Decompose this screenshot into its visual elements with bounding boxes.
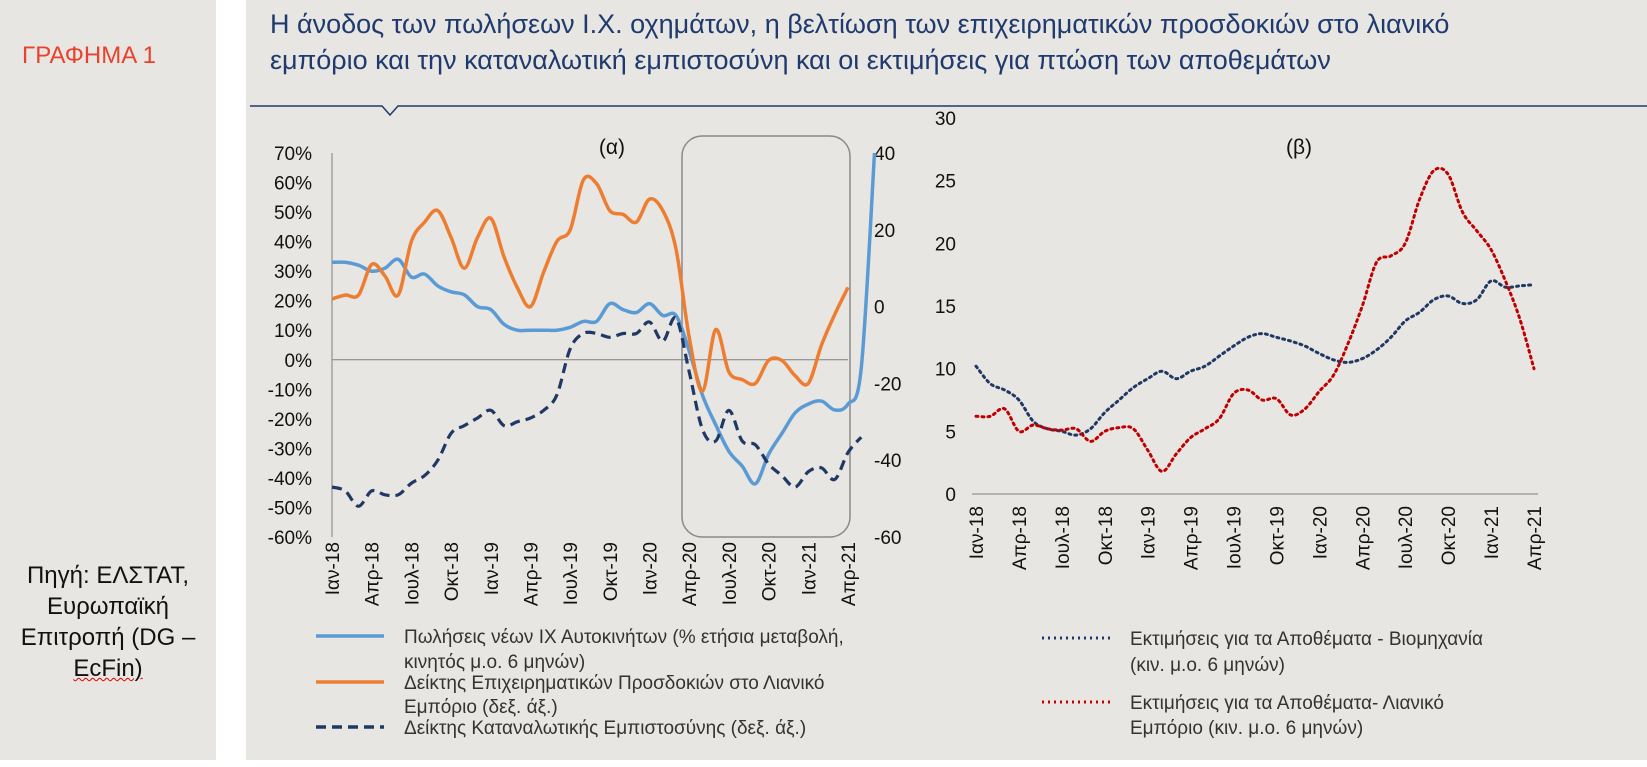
- y-right-tick-label: -40: [874, 451, 901, 472]
- x-tick-label: Οκτ-19: [601, 542, 622, 601]
- source-line: Ευρωπαϊκή: [47, 593, 169, 620]
- legend-text: Εκτιμήσεις για τα Αποθέματα- Λιανικό: [1130, 693, 1444, 714]
- y-right-tick-label: 20: [874, 221, 895, 242]
- highlight-box: [681, 135, 851, 538]
- title-line: Η άνοδος των πωλήσεων Ι.Χ. οχημάτων, η β…: [270, 9, 1450, 39]
- x-tick-label: Απρ-21: [839, 542, 860, 606]
- y-right-tick-label: 40: [874, 144, 895, 165]
- sidebar: ΓΡΑΦΗΜΑ 1 Πηγή: ΕΛΣΤΑΤ, Ευρωπαϊκή Επιτρο…: [0, 0, 216, 760]
- series-line-2: [331, 174, 850, 393]
- y-left-tick-label: 30%: [274, 262, 312, 283]
- x-tick-label: Ιαν-21: [799, 542, 820, 595]
- y-tick-label: 0: [945, 485, 956, 506]
- chart-a: (α) 70% 60% 50% 40% 30% 20% 10% 0% -10% -20% -30% -…: [268, 135, 901, 606]
- main-panel: Η άνοδος των πωλήσεων Ι.Χ. οχημάτων, η β…: [246, 0, 1647, 760]
- series-line-1: [331, 152, 877, 486]
- x-tick-label: Οκτ-18: [1096, 506, 1117, 565]
- x-tick-label: Οκτ-20: [1439, 506, 1460, 565]
- x-tick-label: Απρ-20: [1353, 506, 1374, 570]
- x-tick-label: Ιουλ-18: [1053, 506, 1074, 569]
- source-line: EcFin): [73, 655, 143, 682]
- x-tick-label: Ιαν-19: [482, 542, 503, 595]
- title-divider: [250, 105, 1647, 117]
- legend-text: Δείκτης Επιχειρηματικών Προσδοκιών στο Λ…: [404, 673, 825, 694]
- source-note: Πηγή: ΕΛΣΤΑΤ, Ευρωπαϊκή Επιτροπή (DG – E…: [0, 560, 216, 684]
- y-left-tick-label: -40%: [268, 469, 312, 490]
- panel-b-title: (β): [1286, 136, 1312, 159]
- x-tick-label: Οκτ-20: [760, 542, 781, 601]
- y-left-tick-label: -30%: [268, 439, 312, 460]
- x-tick-label: Ιαν-21: [1482, 506, 1503, 559]
- y-left-tick-label: 60%: [274, 174, 312, 195]
- x-tick-label: Απρ-21: [1525, 506, 1546, 570]
- page-title: Η άνοδος των πωλήσεων Ι.Χ. οχημάτων, η β…: [270, 6, 1630, 78]
- x-tick-label: Ιουλ-18: [402, 542, 423, 605]
- x-tick-label: Ιουλ-20: [720, 542, 741, 605]
- legend-text: κινητός μ.ο. 6 μηνών): [404, 652, 585, 673]
- panel-a-title: (α): [599, 136, 625, 159]
- x-tick-label: Ιουλ-19: [1225, 506, 1246, 569]
- legend-text: Εμπόριο (δεξ. άξ.): [404, 697, 558, 718]
- x-tick-label: Ιαν-19: [1139, 506, 1160, 559]
- y-tick-label: 25: [935, 172, 956, 193]
- series-line-1: [974, 279, 1536, 437]
- legend-text: Πωλήσεις νέων ΙΧ Αυτοκινήτων (% ετήσια μ…: [404, 627, 844, 648]
- y-tick-label: 15: [935, 297, 956, 318]
- x-tick-label: Απρ-20: [680, 542, 701, 606]
- y-tick-label: 30: [935, 109, 956, 130]
- y-tick-label: 5: [945, 422, 956, 443]
- y-left-tick-label: -20%: [268, 410, 312, 431]
- y-left-tick-label: 50%: [274, 203, 312, 224]
- charts-canvas: (α) 70% 60% 50% 40% 30% 20% 10% 0% -10% -20% -30% -…: [250, 105, 1647, 739]
- series-line-2: [974, 166, 1536, 473]
- y-left-tick-label: -60%: [268, 528, 312, 549]
- x-tick-label: Οκτ-19: [1268, 506, 1289, 565]
- legend-text: Εκτιμήσεις για τα Αποθέματα - Βιομηχανία: [1130, 629, 1483, 650]
- y-left-tick-label: -50%: [268, 499, 312, 520]
- y-left-tick-label: 0%: [285, 351, 313, 372]
- x-tick-label: Απρ-18: [363, 542, 384, 606]
- x-tick-label: Απρ-19: [1182, 506, 1203, 570]
- y-tick-label: 20: [935, 234, 956, 255]
- chart-number-label: ΓΡΑΦΗΜΑ 1: [22, 42, 156, 69]
- x-tick-label: Ιουλ-20: [1396, 506, 1417, 569]
- source-line: Πηγή: ΕΛΣΤΑΤ,: [26, 562, 190, 589]
- chart-b: (β) 30 25 20 15 10 5 0 Ιαν-18 Απρ-18 Ιουλ-18 Οκτ-…: [935, 109, 1546, 570]
- x-tick-label: Απρ-19: [522, 542, 543, 606]
- y-tick-label: 10: [935, 360, 956, 381]
- legend-text: Εμπόριο (κιν. μ.ο. 6 μηνών): [1130, 718, 1363, 739]
- y-left-tick-label: 40%: [274, 233, 312, 254]
- legend-text: Δείκτης Καταναλωτικής Εμπιστοσύνης (δεξ.…: [404, 718, 806, 739]
- x-tick-label: Απρ-18: [1010, 506, 1031, 570]
- y-right-tick-label: -20: [874, 374, 901, 395]
- x-tick-label: Ιαν-18: [323, 542, 344, 595]
- y-left-tick-label: -10%: [268, 380, 312, 401]
- legend-text: (κιν. μ.ο. 6 μηνών): [1130, 655, 1285, 676]
- y-right-tick-label: -60: [874, 528, 901, 549]
- y-left-tick-label: 20%: [274, 292, 312, 313]
- source-line: Επιτροπή (DG –: [20, 624, 196, 651]
- legend-b: Εκτιμήσεις για τα Αποθέματα - Βιομηχανία…: [1042, 629, 1483, 739]
- series-line-3: [331, 315, 863, 508]
- x-tick-label: Ιαν-20: [1310, 506, 1331, 559]
- x-tick-label: Ιαν-18: [967, 506, 988, 559]
- x-tick-label: Οκτ-18: [442, 542, 463, 601]
- x-tick-label: Ιαν-20: [641, 542, 662, 595]
- x-tick-label: Ιουλ-19: [561, 542, 582, 605]
- title-line: εμπόριο και την καταναλωτική εμπιστοσύνη…: [270, 45, 1331, 75]
- y-right-tick-label: 0: [874, 298, 885, 319]
- y-left-tick-label: 10%: [274, 321, 312, 342]
- legend-a: Πωλήσεις νέων ΙΧ Αυτοκινήτων (% ετήσια μ…: [316, 627, 844, 739]
- y-left-tick-label: 70%: [274, 144, 312, 165]
